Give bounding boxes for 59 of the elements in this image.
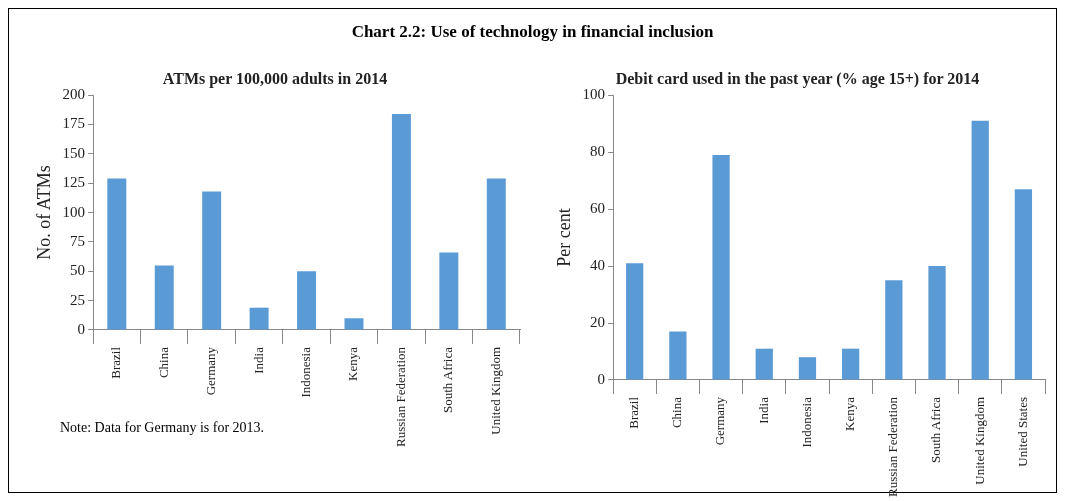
y-tick-label: 50 xyxy=(70,262,86,279)
bar xyxy=(885,280,903,380)
bar xyxy=(669,331,687,380)
y-tick-label: 75 xyxy=(70,232,86,249)
y-tick-label: 175 xyxy=(62,115,86,132)
x-tick-label: China xyxy=(669,396,685,429)
y-tick-label: 0 xyxy=(597,370,606,387)
bar xyxy=(249,307,269,330)
y-tick-label: 0 xyxy=(77,320,86,337)
x-tick-label: United Kingdom xyxy=(971,396,987,485)
y-tick-label: 125 xyxy=(62,174,86,191)
x-tick-label: India xyxy=(755,396,771,424)
y-tick-label: 100 xyxy=(62,203,86,220)
bar xyxy=(202,191,222,330)
x-tick-label: Indonesia xyxy=(297,346,313,398)
x-tick-label: India xyxy=(250,346,266,374)
x-tick-label: Russian Federation xyxy=(885,396,901,497)
y-tick-label: 150 xyxy=(62,144,86,161)
bar xyxy=(798,357,817,380)
bar xyxy=(154,265,174,330)
chart-title: Debit card used in the past year (% age 15+) for 2014 xyxy=(615,69,980,88)
y-axis-title: Per cent xyxy=(553,208,574,267)
x-tick-label: Russian Federation xyxy=(392,346,408,447)
bar xyxy=(297,271,317,330)
x-tick-label: Indonesia xyxy=(798,396,814,448)
x-tick-label: Germany xyxy=(712,396,728,446)
y-tick-label: 20 xyxy=(590,313,606,330)
text: Chart 2.2: Use of technology in financial inclusion xyxy=(350,22,715,42)
x-tick-label: South Africa xyxy=(928,396,944,464)
x-tick-label: Germany xyxy=(203,346,219,396)
bar xyxy=(439,252,459,330)
bar xyxy=(626,263,644,380)
y-tick-label: 25 xyxy=(70,291,86,308)
bar xyxy=(107,178,127,330)
y-tick-label: 60 xyxy=(590,200,606,217)
bar xyxy=(486,178,506,330)
x-tick-label: United States xyxy=(1014,396,1030,467)
y-tick-label: 40 xyxy=(590,257,606,274)
chart-title: ATMs per 100,000 adults in 2014 xyxy=(162,69,388,88)
x-tick-label: Kenya xyxy=(345,346,361,381)
bar xyxy=(755,348,773,380)
bar xyxy=(928,266,946,380)
x-tick-label: South Africa xyxy=(440,346,456,414)
bar xyxy=(344,318,364,330)
x-tick-label: Kenya xyxy=(842,396,858,431)
x-tick-label: United Kingdom xyxy=(487,346,503,435)
x-tick-label: Brazil xyxy=(626,396,642,429)
bar xyxy=(712,155,730,380)
y-tick-label: 200 xyxy=(62,86,86,103)
text: Note: Data for Germany is for 2013. xyxy=(60,420,265,436)
bar xyxy=(842,348,860,380)
y-tick-label: 100 xyxy=(582,86,606,103)
y-axis-title: No. of ATMs xyxy=(33,165,54,260)
x-tick-label: Brazil xyxy=(108,346,124,379)
x-tick-label: China xyxy=(155,346,171,379)
y-tick-label: 80 xyxy=(590,143,606,160)
bar xyxy=(971,120,989,380)
bar xyxy=(391,113,411,330)
bar xyxy=(1014,189,1033,380)
